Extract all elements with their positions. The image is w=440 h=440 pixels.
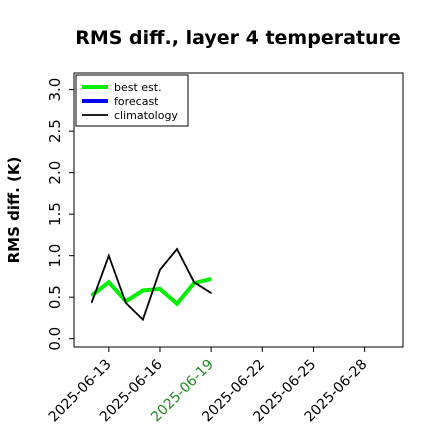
- series-line-climatology: [90, 247, 212, 322]
- chart-title: RMS diff., layer 4 temperature: [75, 27, 401, 49]
- y-axis: 0.0 0.5 1.0 1.5 2.0 2.5 3.0: [46, 78, 74, 351]
- y-tick-label: 3.0: [46, 78, 64, 102]
- legend-label: climatology: [114, 109, 178, 122]
- y-tick-label: 2.5: [46, 119, 64, 143]
- x-axis: 2025-06-132025-06-162025-06-192025-06-22…: [46, 347, 370, 425]
- y-tick-label: 0.0: [46, 327, 64, 351]
- data-point: [108, 281, 110, 284]
- data-point: [142, 289, 144, 292]
- series-line-best-est: [90, 276, 212, 307]
- y-tick-label: 1.5: [46, 202, 64, 226]
- data-point: [159, 288, 161, 290]
- data-point: [210, 292, 212, 294]
- data-point: [91, 294, 93, 297]
- legend-label: forecast: [114, 95, 159, 108]
- y-axis-label: RMS diff. (K): [5, 157, 23, 264]
- legend-label: best est.: [114, 81, 162, 94]
- data-point: [176, 303, 178, 305]
- y-tick-label: 0.5: [46, 285, 64, 309]
- y-tick-label: 2.0: [46, 161, 64, 185]
- y-tick-label: 1.0: [46, 244, 64, 268]
- data-point: [108, 254, 110, 257]
- data-point: [176, 248, 178, 250]
- data-point: [159, 269, 161, 271]
- data-point: [193, 281, 195, 284]
- data-point: [142, 318, 144, 321]
- series-layer: [90, 247, 212, 322]
- data-point: [91, 301, 93, 304]
- data-point: [125, 302, 127, 304]
- data-point: [210, 278, 212, 280]
